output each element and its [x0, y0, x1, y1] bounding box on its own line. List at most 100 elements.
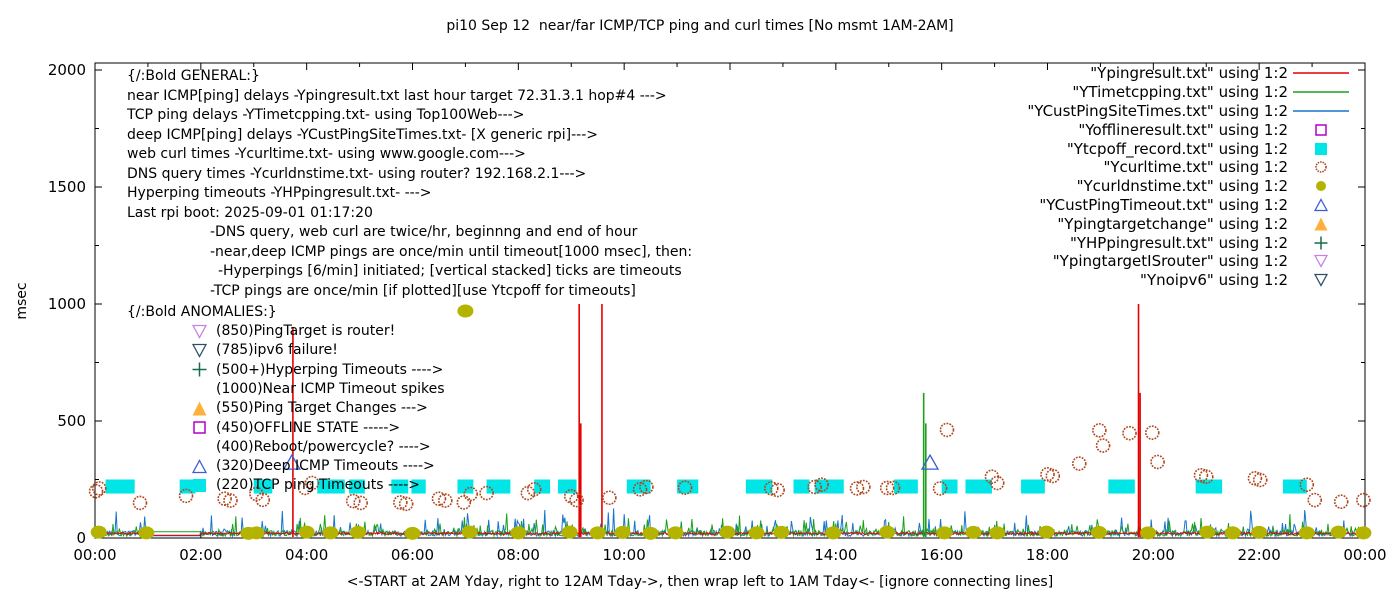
- anomaly-line: (1000)Near ICMP Timeout spikes: [192, 381, 445, 397]
- legend-label: "Ynoipv6" using 1:2: [1140, 271, 1288, 290]
- dns-time-point: [773, 525, 790, 539]
- legend: "Ypingresult.txt" using 1:2 "YTimetcpping…: [930, 64, 1354, 290]
- dns-time-point: [561, 525, 578, 539]
- anomaly-line: (220)TCP ping Timeouts ---->: [192, 477, 420, 493]
- legend-marker-square-open: [1288, 123, 1354, 137]
- curl-time-point: [1356, 492, 1371, 508]
- tcp-timeout-bar: [317, 479, 345, 494]
- curl-time-point: [763, 481, 779, 496]
- tcp-timeout-bar: [253, 479, 273, 494]
- deep-icmp-timeout-point: [920, 453, 940, 470]
- x-tick-label: 06:00: [390, 546, 435, 564]
- anomaly-line: (450)OFFLINE STATE ----->: [192, 420, 400, 436]
- curl-time-point: [770, 482, 785, 498]
- curl-time-point: [345, 493, 361, 509]
- anomaly-text: (450)OFFLINE STATE ----->: [216, 419, 401, 436]
- deep-icmp-timeout-point: [282, 453, 301, 470]
- curl-time-point: [849, 481, 865, 496]
- curl-time-point: [1045, 468, 1061, 484]
- legend-entry: "YCustPingSiteTimes.txt" using 1:2: [930, 102, 1354, 121]
- curl-time-point: [1071, 456, 1087, 471]
- dns-time-point: [457, 304, 474, 318]
- dns-time-point: [642, 526, 659, 540]
- anomaly-text: (550)Ping Target Changes --->: [216, 400, 428, 417]
- anomaly-line: (550)Ping Target Changes --->: [192, 400, 428, 416]
- x-tick-label: 12:00: [708, 546, 752, 564]
- legend-label: "YHPpingresult.txt" using 1:2: [1069, 233, 1288, 252]
- legend-marker-line: [1288, 108, 1354, 114]
- tcp-timeout-bar: [1282, 479, 1307, 494]
- dns-time-point: [1224, 526, 1241, 540]
- anomaly-marker-tri-up-open: [192, 458, 216, 474]
- curl-time-point: [456, 495, 472, 510]
- anomaly-text: (400)Reboot/powercycle? ---->: [216, 438, 431, 455]
- dns-time-point: [1140, 526, 1157, 540]
- curl-time-point: [879, 480, 895, 496]
- curl-time-point: [989, 475, 1005, 491]
- anomalies-header: {/:Bold ANOMALIES:}: [127, 304, 277, 320]
- tcp-timeout-bar: [1108, 479, 1135, 494]
- tcp-timeout-bar: [965, 479, 992, 494]
- anomaly-marker-plus: [192, 362, 216, 377]
- anomaly-text: (1000)Near ICMP Timeout spikes: [216, 380, 445, 397]
- legend-label: "Yofflineresult.txt" using 1:2: [1078, 120, 1288, 139]
- dns-time-point: [936, 526, 953, 540]
- legend-marker-circle-open: [1288, 160, 1354, 174]
- dns-time-point: [461, 525, 478, 539]
- curl-time-point: [1198, 469, 1214, 484]
- anomaly-marker-square-open: [192, 420, 216, 435]
- general-line: -DNS query, web curl are twice/hr, begin…: [210, 224, 638, 240]
- tcp-timeout-bar: [411, 479, 426, 494]
- curl-time-point: [463, 486, 479, 502]
- chart-title: pi10 Sep 12 near/far ICMP/TCP ping and c…: [446, 18, 954, 34]
- curl-time-point: [939, 422, 955, 438]
- x-tick-label: 20:00: [1131, 546, 1175, 564]
- curl-time-point: [814, 477, 829, 492]
- legend-marker-plus: [1288, 236, 1354, 250]
- general-line: -TCP pings are once/min [if plotted][use…: [210, 282, 636, 299]
- curl-time-point: [1299, 477, 1315, 492]
- legend-label: "Ycurltime.txt" using 1:2: [1103, 158, 1288, 177]
- anomaly-line: (785)ipv6 failure!: [192, 342, 338, 358]
- legend-entry: "Ycurldnstime.txt" using 1:2: [930, 177, 1354, 196]
- legend-entry: "Yofflineresult.txt" using 1:2: [930, 120, 1354, 139]
- anomaly-marker-square-filled: [192, 478, 216, 493]
- dns-time-point: [989, 526, 1006, 540]
- curl-time-point: [1307, 492, 1323, 508]
- legend-marker-tri-up-open: [1288, 198, 1354, 212]
- curl-time-point: [353, 495, 368, 511]
- tcp-timeout-bar: [793, 479, 810, 494]
- dns-time-point: [248, 526, 265, 540]
- anomaly-line: (400)Reboot/powercycle? ---->: [192, 439, 431, 455]
- general-line: Last rpi boot: 2025-09-01 01:17:20: [127, 204, 373, 221]
- x-tick-label: 22:00: [1237, 546, 1281, 564]
- legend-entry: "YpingtargetISrouter" using 1:2: [930, 252, 1354, 271]
- tcp-timeout-bar: [814, 479, 844, 494]
- legend-entry: "YHPpingresult.txt" using 1:2: [930, 233, 1354, 252]
- curl-time-point: [255, 492, 271, 508]
- legend-marker-tri-down-open: [1288, 273, 1354, 288]
- anomaly-text: (500+)Hyperping Timeouts ---->: [216, 361, 444, 378]
- curl-time-point: [1333, 494, 1349, 510]
- legend-entry: "Ypingtargetchange" using 1:2: [930, 214, 1354, 233]
- dns-time-point: [349, 525, 366, 539]
- general-line: -near,deep ICMP pings are once/min until…: [210, 243, 693, 260]
- legend-label: "Ytcpoff_record.txt" using 1:2: [1066, 139, 1288, 158]
- curl-time-point: [1252, 472, 1268, 488]
- dns-time-point: [1355, 526, 1372, 540]
- curl-time-point: [1095, 438, 1111, 453]
- anomaly-marker-tri-down-open: [192, 324, 216, 339]
- legend-marker-line: [1288, 70, 1354, 76]
- y-tick-label: 2000: [47, 61, 86, 79]
- tcp-timeout-bar: [626, 479, 651, 494]
- curl-time-point: [304, 475, 320, 491]
- tcp-timeout-bar: [941, 479, 958, 494]
- dns-time-point: [138, 526, 155, 540]
- dns-time-point: [1251, 525, 1268, 539]
- anomaly-line: (850)PingTarget is router!: [192, 323, 395, 339]
- general-line: Hyperping timeouts -YHPpingresult.txt- -…: [127, 185, 432, 201]
- dns-time-point: [614, 525, 631, 539]
- tcp-timeout-bar: [349, 479, 365, 494]
- general-line: near ICMP[ping] delays -Ypingresult.txt …: [127, 87, 667, 104]
